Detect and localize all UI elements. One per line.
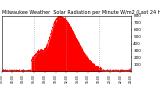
Text: Milwaukee Weather  Solar Radiation per Minute W/m2 (Last 24 Hours): Milwaukee Weather Solar Radiation per Mi… <box>2 10 160 15</box>
